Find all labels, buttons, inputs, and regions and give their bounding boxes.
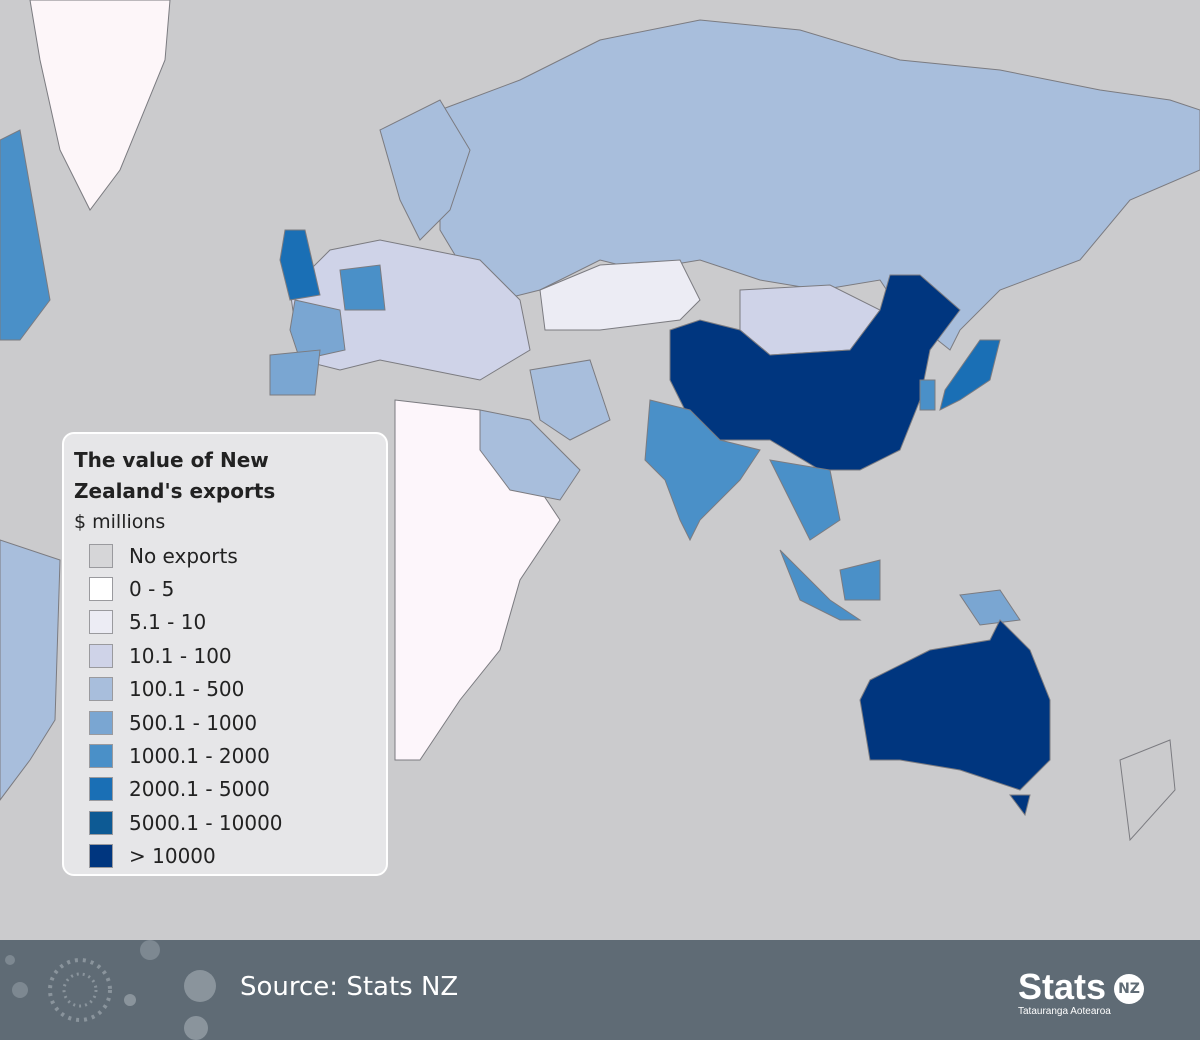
- logo-tagline: Tatauranga Aotearoa: [1018, 1006, 1111, 1017]
- legend-swatch: [89, 844, 113, 869]
- legend-label: 100.1 - 500: [129, 677, 245, 702]
- borneo: [839, 559, 881, 601]
- legend-label: 5.1 - 10: [129, 610, 207, 635]
- legend-item: 2000.1 - 5000: [74, 773, 366, 806]
- india: [644, 399, 761, 542]
- legend-label: 1000.1 - 2000: [129, 744, 270, 769]
- canada-east: [0, 129, 51, 341]
- legend-items: No exports 0 - 5 5.1 - 10 10.1 - 100 100.1 -…: [74, 539, 366, 873]
- legend-label: 2000.1 - 5000: [129, 777, 270, 802]
- legend-item: 5.1 - 10: [74, 606, 366, 639]
- australia: [859, 619, 1051, 791]
- legend-swatch: [89, 677, 113, 702]
- sumatra: [779, 549, 862, 621]
- logo: Stats NZ Tatauranga Aotearoa: [1018, 966, 1144, 1017]
- papua-new-guinea: [959, 589, 1021, 626]
- kazakhstan: [539, 259, 701, 331]
- legend-item: 1000.1 - 2000: [74, 739, 366, 772]
- legend-item: 500.1 - 1000: [74, 706, 366, 739]
- legend-swatch: [89, 543, 113, 568]
- japan: [939, 339, 1001, 411]
- scandinavia: [379, 99, 471, 241]
- legend-swatch: [89, 643, 113, 668]
- legend-label: 500.1 - 1000: [129, 710, 258, 735]
- spain: [269, 349, 321, 396]
- legend-label: > 10000: [129, 844, 216, 869]
- france: [289, 299, 346, 361]
- legend-label: No exports: [129, 543, 238, 568]
- legend-swatch: [89, 710, 113, 735]
- map: [0, 0, 1200, 842]
- legend-swatch: [89, 777, 113, 802]
- legend-swatch: [89, 810, 113, 835]
- legend-item: 5000.1 - 10000: [74, 806, 366, 839]
- legend-label: 0 - 5: [129, 577, 175, 602]
- legend: The value of New Zealand's exports $ mil…: [62, 432, 388, 876]
- legend-title: The value of New Zealand's exports: [74, 448, 276, 503]
- source: Source: Stats NZ: [240, 972, 459, 1002]
- legend-swatch: [89, 577, 113, 602]
- legend-item: 10.1 - 100: [74, 639, 366, 672]
- new-zealand: [1119, 739, 1176, 842]
- footer-decoration: [5, 940, 216, 1040]
- logo-name: Stats: [1018, 966, 1107, 1007]
- iran: [529, 359, 611, 441]
- united-kingdom: [279, 229, 321, 301]
- logo-badge: NZ: [1114, 974, 1144, 1004]
- legend-item: 100.1 - 500: [74, 673, 366, 706]
- korea: [919, 379, 936, 411]
- legend-subtitle: $ millions: [74, 511, 166, 533]
- south-america: [0, 539, 61, 801]
- footer: Source: Stats NZ Stats NZ Tatauranga Aot…: [0, 940, 1200, 1040]
- southeast-asia: [769, 459, 841, 541]
- legend-label: 5000.1 - 10000: [129, 810, 283, 835]
- legend-swatch: [89, 744, 113, 769]
- legend-item: 0 - 5: [74, 572, 366, 605]
- legend-item: > 10000: [74, 840, 366, 873]
- saudi-arabia: [479, 409, 581, 501]
- legend-swatch: [89, 610, 113, 635]
- tasmania: [1009, 794, 1031, 817]
- legend-item: No exports: [74, 539, 366, 572]
- greenland: [29, 0, 171, 211]
- legend-label: 10.1 - 100: [129, 643, 232, 668]
- germany: [339, 264, 386, 311]
